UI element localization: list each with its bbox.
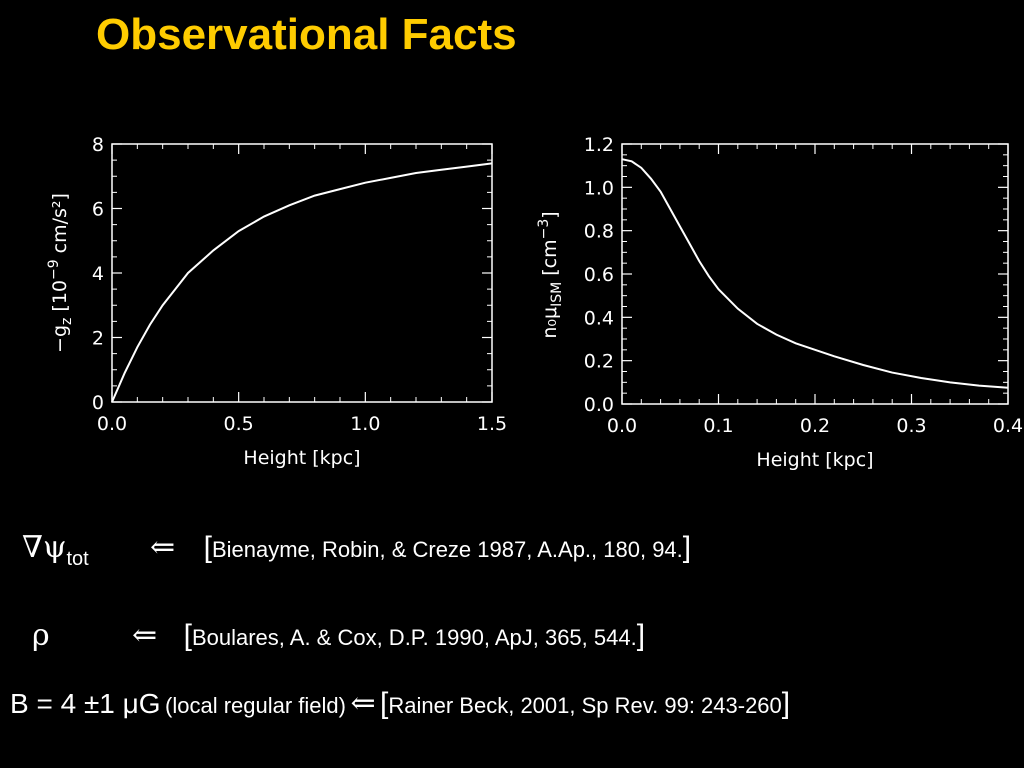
equation-2-arrow: ⇐ — [132, 618, 158, 653]
equation-2: ρ — [32, 618, 50, 653]
gravity-ytick-label: 0 — [92, 392, 104, 414]
equation-1-subscript: tot — [66, 548, 89, 570]
gravity-ytick-label: 4 — [92, 263, 104, 285]
page-title: Observational Facts — [96, 10, 517, 59]
gravity-ytick-label: 6 — [92, 199, 104, 221]
gravity-ytick-label: 2 — [92, 328, 104, 350]
equation-1-close-bracket: ] — [682, 531, 692, 564]
gravity-xtick-label: 0.0 — [97, 413, 127, 435]
equation-2-open-bracket: [ — [183, 619, 192, 652]
gravity-xtick-label: 1.0 — [350, 413, 380, 435]
equation-2-symbol: ρ — [32, 618, 50, 653]
gravity-series-line — [111, 162, 493, 403]
gravity-ylabel: −gz [10−9 cm/s²] — [46, 193, 75, 353]
gravity-xtick-label: 1.5 — [477, 413, 507, 435]
equation-1-open-bracket: [ — [203, 531, 212, 564]
equation-3-close-bracket: ] — [781, 687, 791, 720]
equation-3: B = 4 ±1 μG (local regular field) ⇐ [Rai… — [10, 686, 790, 721]
gravity-ytick-label: 8 — [92, 134, 104, 156]
equation-3-open-bracket: [ — [380, 687, 389, 720]
equation-1-reference: Bienayme, Robin, & Creze 1987, A.Ap., 18… — [211, 537, 683, 562]
equation-2-reference: Boulares, A. & Cox, D.P. 1990, ApJ, 365,… — [191, 625, 637, 650]
equation-3-note: (local regular field) — [165, 693, 346, 718]
equation-2-ref: ⇐ [Boulares, A. & Cox, D.P. 1990, ApJ, 3… — [132, 618, 645, 653]
equation-3-arrow: ⇐ — [350, 686, 376, 721]
equation-1: ∇ψtot — [22, 530, 89, 571]
equation-2-close-bracket: ] — [636, 619, 646, 652]
equation-1-arrow: ⇐ — [150, 530, 176, 565]
equation-3-symbol: B = 4 ±1 μG — [10, 688, 161, 719]
gravity-xlabel: Height [kpc] — [243, 447, 360, 469]
chart-gravity: 0.0 0.5 1.0 1.5 0 2 4 6 8 Height [kpc] −gz [10−9 c… — [46, 134, 507, 469]
gravity-xtick-label: 0.5 — [224, 413, 254, 435]
equation-3-reference: Rainer Beck, 2001, Sp Rev. 99: 243-260 — [388, 693, 782, 718]
equation-1-ref: ⇐ [Bienayme, Robin, & Creze 1987, A.Ap.,… — [150, 530, 691, 565]
gravity-frame — [111, 143, 493, 403]
equation-1-symbol: ∇ψ — [22, 530, 67, 565]
